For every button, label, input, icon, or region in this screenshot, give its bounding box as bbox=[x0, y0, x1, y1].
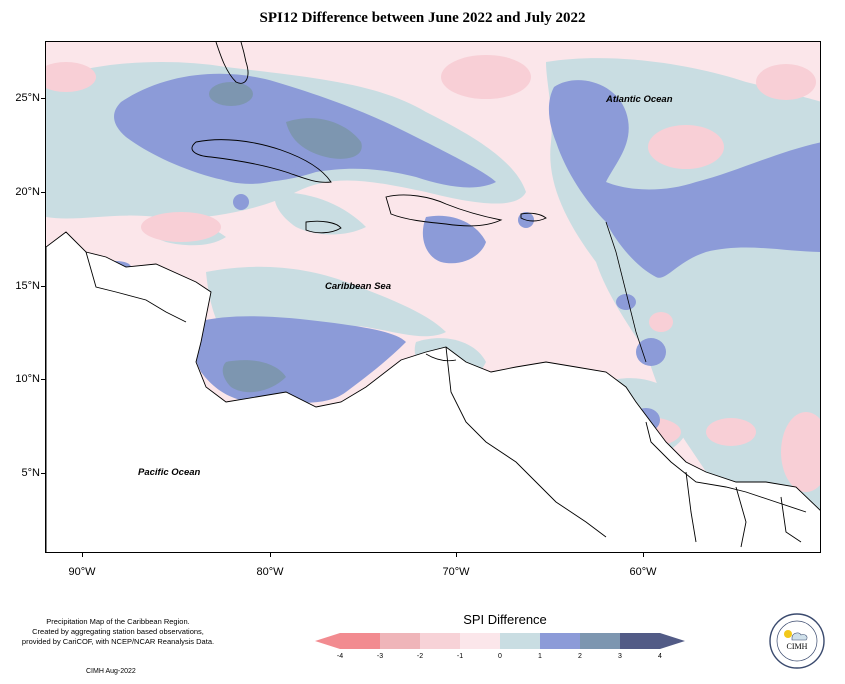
puerto-rico-outline bbox=[520, 212, 547, 222]
legend-swatch bbox=[500, 633, 540, 649]
map-title: SPI12 Difference between June 2022 and J… bbox=[259, 10, 586, 26]
south-central-america-land bbox=[46, 231, 820, 552]
lat-label-10n: 10°N bbox=[15, 373, 40, 385]
credits-line-1: Precipitation Map of the Caribbean Regio… bbox=[46, 617, 190, 626]
central-america-borders bbox=[85, 251, 187, 323]
lon-label-60w: 60°W bbox=[629, 566, 657, 578]
legend-swatch bbox=[620, 633, 660, 649]
legend-tick-label: -2 bbox=[416, 653, 424, 660]
legend-tick-label: 0 bbox=[498, 653, 502, 660]
lat-label-20n: 20°N bbox=[15, 186, 40, 198]
cimh-logo-text: CIMH bbox=[787, 642, 808, 651]
lesser-antilles-outline bbox=[425, 221, 647, 363]
coastlines bbox=[46, 42, 820, 552]
legend-colorbar bbox=[315, 633, 685, 649]
legend-swatch bbox=[540, 633, 580, 649]
legend-arrow-right bbox=[660, 633, 685, 649]
florida-outline bbox=[215, 42, 249, 84]
lat-tick-25n bbox=[41, 98, 45, 99]
legend-tick-label: -4 bbox=[336, 653, 344, 660]
lon-tick-80w bbox=[270, 553, 271, 557]
guyana-border bbox=[685, 471, 697, 543]
lat-label-25n: 25°N bbox=[15, 92, 40, 104]
legend-title: SPI Difference bbox=[463, 612, 547, 627]
credits-block: Precipitation Map of the Caribbean Regio… bbox=[8, 617, 228, 647]
legend-swatch bbox=[580, 633, 620, 649]
legend-tick-label: 3 bbox=[618, 653, 622, 660]
credits-line-3: provided by CariCOF, with NCEP/NCAR Rean… bbox=[21, 637, 215, 646]
atlantic-ocean-label: Atlantic Ocean bbox=[606, 94, 673, 105]
map-panel bbox=[45, 41, 821, 553]
legend-arrow-left bbox=[315, 633, 340, 649]
colombia-venezuela-border bbox=[445, 346, 607, 538]
cuba-outline bbox=[191, 139, 332, 183]
lat-label-15n: 15°N bbox=[15, 280, 40, 292]
legend-tick-label: 4 bbox=[658, 653, 662, 660]
hispaniola-outline bbox=[385, 194, 503, 227]
lat-tick-20n bbox=[41, 192, 45, 193]
caribbean-sea-label: Caribbean Sea bbox=[325, 281, 391, 292]
legend-tick-label: -3 bbox=[376, 653, 384, 660]
legend-tick-label: 1 bbox=[538, 653, 542, 660]
spi-positive-high-regions bbox=[209, 82, 362, 393]
credits-date: CIMH Aug-2022 bbox=[86, 668, 136, 675]
legend-tick-label: -1 bbox=[456, 653, 464, 660]
lat-tick-15n bbox=[41, 286, 45, 287]
lon-tick-70w bbox=[456, 553, 457, 557]
suriname-border bbox=[735, 486, 747, 548]
legend-swatch bbox=[380, 633, 420, 649]
lon-label-90w: 90°W bbox=[68, 566, 96, 578]
lon-tick-90w bbox=[82, 553, 83, 557]
lon-label-80w: 80°W bbox=[256, 566, 284, 578]
pacific-ocean-label: Pacific Ocean bbox=[138, 467, 201, 478]
lat-tick-10n bbox=[41, 379, 45, 380]
legend-tick-label: 2 bbox=[578, 653, 582, 660]
legend-swatch bbox=[340, 633, 380, 649]
spi-map bbox=[46, 42, 820, 552]
guianas-coast bbox=[645, 421, 807, 513]
legend-swatch bbox=[420, 633, 460, 649]
jamaica-outline bbox=[305, 220, 342, 234]
lat-tick-5n bbox=[41, 473, 45, 474]
lon-tick-60w bbox=[643, 553, 644, 557]
lat-label-5n: 5°N bbox=[21, 467, 40, 479]
credits-line-2: Created by aggregating station based obs… bbox=[32, 627, 204, 636]
cimh-logo-icon: CIMH bbox=[769, 613, 825, 669]
french-guiana-border bbox=[780, 496, 802, 543]
legend-swatch bbox=[460, 633, 500, 649]
lon-label-70w: 70°W bbox=[442, 566, 470, 578]
